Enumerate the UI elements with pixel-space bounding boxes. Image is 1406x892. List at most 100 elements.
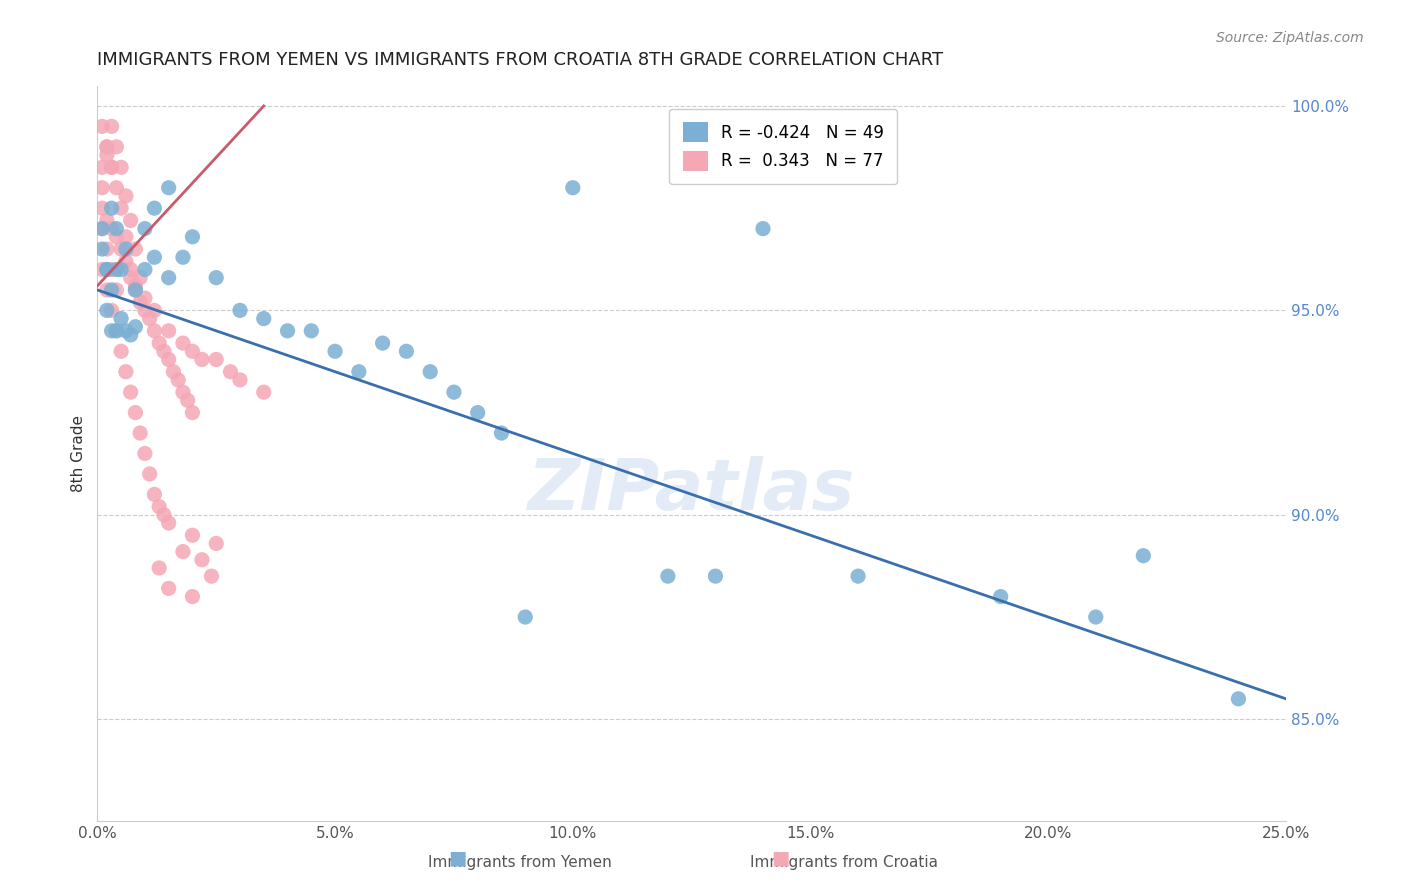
Point	[105, 324, 128, 338]
Point	[110, 161, 132, 175]
Point	[96, 242, 118, 256]
Point	[143, 303, 166, 318]
Point	[120, 327, 142, 342]
Point	[100, 303, 122, 318]
Point	[134, 221, 156, 235]
Point	[124, 278, 146, 293]
Point	[110, 262, 132, 277]
Point	[299, 324, 322, 338]
Point	[347, 365, 370, 379]
Text: IMMIGRANTS FROM YEMEN VS IMMIGRANTS FROM CROATIA 8TH GRADE CORRELATION CHART: IMMIGRANTS FROM YEMEN VS IMMIGRANTS FROM…	[97, 51, 943, 69]
Point	[153, 344, 176, 359]
Point	[96, 303, 118, 318]
Point	[229, 373, 252, 387]
Point	[172, 385, 194, 400]
Point	[105, 262, 128, 277]
Point	[172, 336, 194, 351]
Point	[96, 213, 118, 227]
Point	[100, 324, 122, 338]
Point	[846, 569, 869, 583]
Point	[561, 180, 583, 194]
Point	[115, 229, 138, 244]
Point	[1084, 610, 1107, 624]
Point	[134, 303, 156, 318]
Point	[105, 229, 128, 244]
Point	[96, 262, 118, 277]
Point	[148, 336, 170, 351]
Point	[115, 189, 138, 203]
Point	[91, 201, 114, 215]
Point	[323, 344, 346, 359]
Point	[134, 262, 156, 277]
Point	[124, 406, 146, 420]
Legend: R = -0.424   N = 49, R =  0.343   N = 77: R = -0.424 N = 49, R = 0.343 N = 77	[669, 109, 897, 185]
Point	[124, 283, 146, 297]
Point	[100, 120, 122, 134]
Point	[124, 242, 146, 256]
Point	[657, 569, 679, 583]
Point	[752, 221, 775, 235]
Point	[100, 262, 122, 277]
Point	[172, 250, 194, 264]
Point	[134, 446, 156, 460]
Text: Source: ZipAtlas.com: Source: ZipAtlas.com	[1216, 31, 1364, 45]
Point	[205, 270, 228, 285]
Point	[115, 365, 138, 379]
Point	[219, 365, 242, 379]
Point	[138, 311, 160, 326]
Text: ■: ■	[770, 848, 790, 867]
Point	[91, 180, 114, 194]
Text: ■: ■	[447, 848, 467, 867]
Point	[129, 270, 152, 285]
Point	[120, 262, 142, 277]
Point	[172, 544, 194, 558]
Point	[515, 610, 537, 624]
Point	[138, 467, 160, 481]
Point	[176, 393, 198, 408]
Point	[1132, 549, 1154, 563]
Point	[395, 344, 418, 359]
Point	[100, 201, 122, 215]
Text: Immigrants from Yemen: Immigrants from Yemen	[429, 855, 612, 870]
Point	[91, 120, 114, 134]
Point	[467, 406, 489, 420]
Point	[115, 324, 138, 338]
Point	[419, 365, 441, 379]
Point	[124, 319, 146, 334]
Point	[110, 242, 132, 256]
Point	[181, 528, 204, 542]
Point	[167, 373, 190, 387]
Point	[143, 250, 166, 264]
Point	[181, 406, 204, 420]
Point	[153, 508, 176, 522]
Point	[704, 569, 727, 583]
Point	[371, 336, 394, 351]
Point	[200, 569, 222, 583]
Point	[229, 303, 252, 318]
Point	[96, 283, 118, 297]
Point	[96, 140, 118, 154]
Point	[110, 311, 132, 326]
Point	[105, 180, 128, 194]
Point	[105, 140, 128, 154]
Point	[181, 344, 204, 359]
Point	[143, 201, 166, 215]
Point	[105, 324, 128, 338]
Point	[91, 262, 114, 277]
Point	[105, 283, 128, 297]
Point	[990, 590, 1012, 604]
Point	[205, 352, 228, 367]
Point	[157, 324, 180, 338]
Point	[205, 536, 228, 550]
Point	[157, 270, 180, 285]
Point	[100, 283, 122, 297]
Point	[162, 365, 184, 379]
Y-axis label: 8th Grade: 8th Grade	[72, 415, 86, 492]
Point	[120, 385, 142, 400]
Point	[91, 221, 114, 235]
Point	[253, 385, 276, 400]
Point	[277, 324, 299, 338]
Point	[1227, 691, 1250, 706]
Point	[181, 590, 204, 604]
Point	[91, 242, 114, 256]
